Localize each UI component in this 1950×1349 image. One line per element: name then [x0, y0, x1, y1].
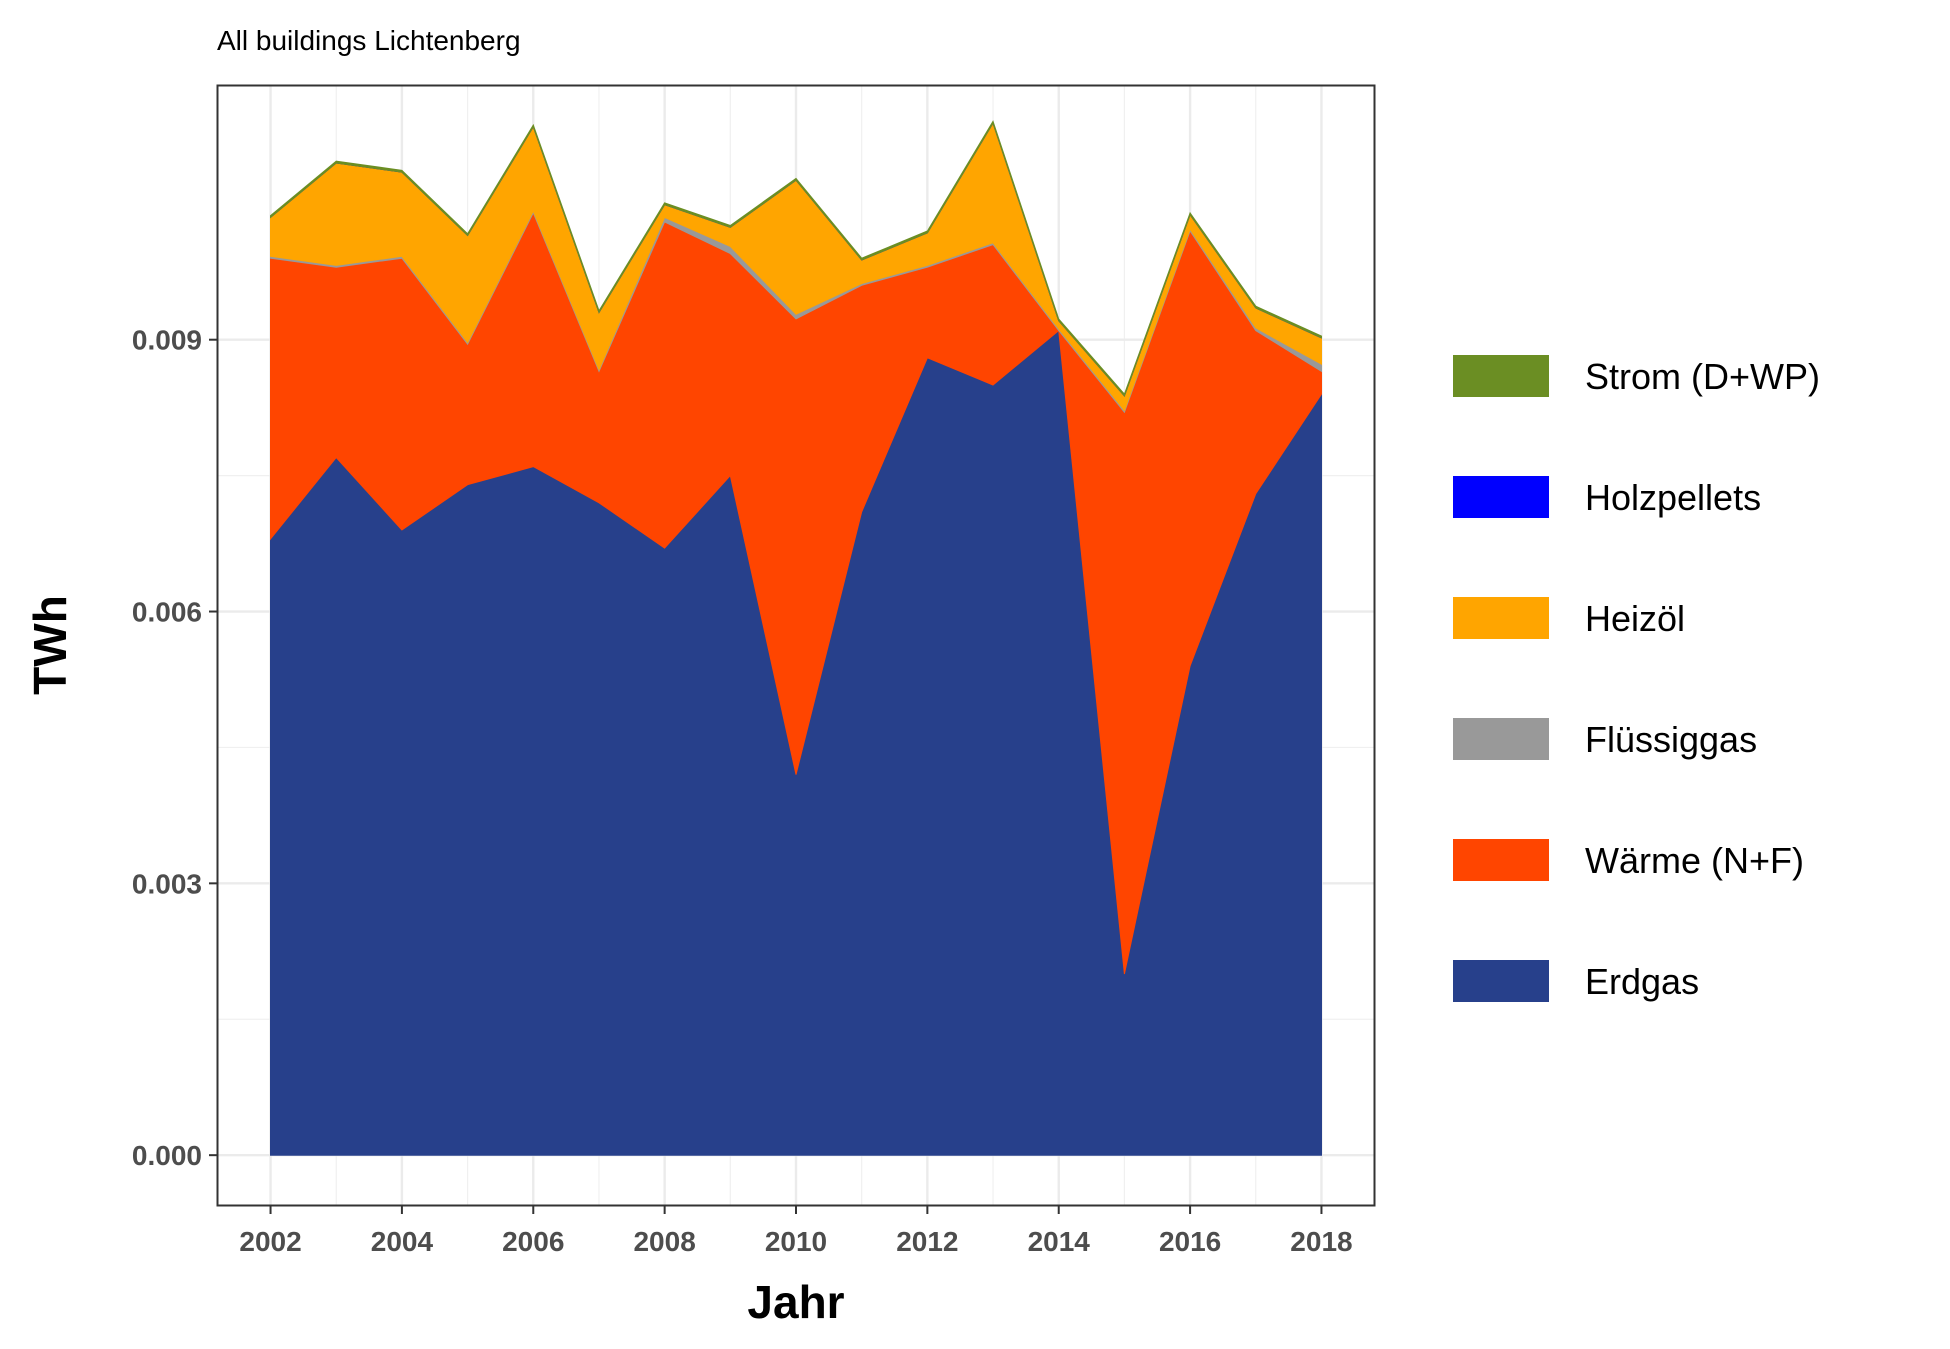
x-tick-label: 2010 — [765, 1226, 827, 1257]
x-tick-label: 2004 — [371, 1226, 434, 1257]
legend-key-w-rme-n-f — [1453, 839, 1549, 881]
y-tick-label: 0.000 — [132, 1140, 202, 1171]
legend-label-erdgas: Erdgas — [1585, 961, 1699, 1002]
x-tick-label: 2008 — [633, 1226, 695, 1257]
x-tick-label: 2018 — [1290, 1226, 1352, 1257]
x-tick-label: 2012 — [896, 1226, 958, 1257]
area-series — [270, 120, 1322, 1156]
legend-label-fl-ssiggas: Flüssiggas — [1585, 719, 1757, 760]
y-axis-title: TWh — [24, 595, 76, 695]
y-tick-label: 0.003 — [132, 868, 202, 899]
x-tick-label: 2016 — [1159, 1226, 1221, 1257]
axis-ticks: 0.000 0.003 0.006 0.009 2002 2004 2006 2008 2010… — [132, 325, 1353, 1257]
legend-key-erdgas — [1453, 960, 1549, 1002]
x-tick-label: 2002 — [239, 1226, 301, 1257]
legend-key-fl-ssiggas — [1453, 718, 1549, 760]
legend-label-strom-d-wp: Strom (D+WP) — [1585, 356, 1820, 397]
legend-key-holzpellets — [1453, 476, 1549, 518]
area-strom-d-wp — [270, 120, 1322, 397]
legend-label-holzpellets: Holzpellets — [1585, 477, 1761, 518]
legend: Strom (D+WP) Holzpellets Heizöl Flüssiggas W… — [1453, 355, 1820, 1002]
y-tick-label: 0.009 — [132, 325, 202, 356]
legend-label-heiz-l: Heizöl — [1585, 598, 1685, 639]
chart-title: All buildings Lichtenberg — [217, 25, 521, 56]
x-tick-label: 2014 — [1028, 1226, 1091, 1257]
legend-label-w-rme-n-f: Wärme (N+F) — [1585, 840, 1804, 881]
y-tick-label: 0.006 — [132, 597, 202, 628]
x-axis-title: Jahr — [747, 1276, 844, 1328]
legend-key-strom-d-wp — [1453, 355, 1549, 397]
x-tick-label: 2006 — [502, 1226, 564, 1257]
legend-key-heiz-l — [1453, 597, 1549, 639]
